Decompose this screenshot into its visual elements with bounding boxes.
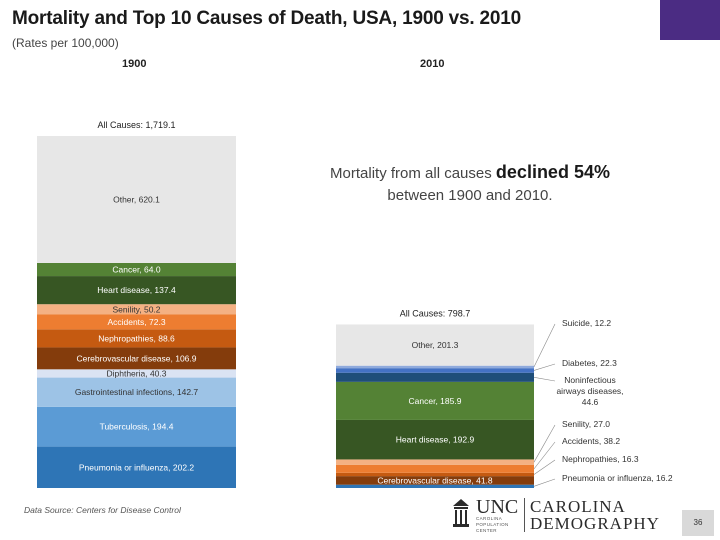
bar-segment-2010-pneumonia-or-influenza (336, 484, 534, 488)
bar-segment-1900-tuberculosis (37, 406, 236, 447)
segment-label-1900-nephropathies: Nephropathies, 88.6 (98, 333, 175, 343)
bar-segment-2010-cerebrovascular-disease (336, 476, 534, 485)
callout-label-diabetes: Diabetes, 22.3 (562, 358, 617, 368)
segment-label-1900-tuberculosis: Tuberculosis, 194.4 (100, 422, 174, 432)
segment-label-1900-accidents: Accidents, 72.3 (107, 317, 165, 327)
leader-line-nephropathies (533, 459, 556, 475)
segment-label-1900-cancer: Cancer, 64.0 (112, 265, 160, 275)
logo-sub-line: CENTER (476, 527, 497, 533)
bar-segment-2010-heart-disease (336, 419, 534, 460)
bar-segment-2010-nephropathies (336, 472, 534, 477)
segment-label-1900-heart-disease: Heart disease, 137.4 (97, 285, 176, 295)
segment-label-2010-cerebrovascular-disease: Cerebrovascular disease, 41.8 (377, 475, 493, 485)
year-label-2010: 2010 (420, 58, 445, 70)
logo-carolina: CAROLINA (530, 497, 626, 516)
segment-label-1900-pneumonia-or-influenza: Pneumonia or influenza, 202.2 (79, 462, 195, 472)
logo-demography: DEMOGRAPHY (530, 514, 660, 533)
bar-segment-1900-diphtheria (37, 369, 236, 378)
logo-sub-line: CAROLINA (476, 516, 503, 521)
callout-label-senility: Senility, 27.0 (562, 419, 610, 429)
page-title: Mortality and Top 10 Causes of Death, US… (12, 8, 522, 29)
bar-segment-1900-nephropathies (37, 329, 236, 348)
segment-label-1900-senility: Senility, 50.2 (112, 304, 160, 314)
bar-segment-2010-other (336, 324, 534, 366)
callout-line: Nephropathies, 16.3 (562, 454, 639, 464)
page-number: 36 (682, 510, 714, 536)
callout-line: airways diseases, (556, 386, 623, 396)
callout-line: Pneumonia or influenza, 16.2 (562, 473, 673, 483)
segment-label-2010-heart-disease: Heart disease, 192.9 (396, 435, 475, 445)
leader-line-suicide (533, 323, 556, 368)
bar-segment-2010-diabetes (336, 368, 534, 373)
callout-line2: between 1900 and 2010. (387, 187, 553, 205)
bar-segment-2010-cancer (336, 381, 534, 420)
bar-segment-2010-suicide (336, 365, 534, 369)
logo-divider (524, 498, 525, 532)
callout-prefix: Mortality from all causes (330, 165, 492, 182)
bar-segment-2010-noninfectious-airways-diseases (336, 372, 534, 382)
segment-label-1900-other: Other, 620.1 (113, 194, 160, 204)
callout-line: Senility, 27.0 (562, 419, 610, 429)
callout-line: Accidents, 38.2 (562, 436, 620, 446)
callout-line: Noninfectious (564, 375, 616, 385)
bar-segment-1900-cancer (37, 262, 236, 277)
leader-line-noninfectious-airways-diseases (533, 377, 556, 382)
logo-unc-subtext: CAROLINA POPULATION CENTER (476, 516, 509, 534)
leader-line-diabetes (533, 363, 556, 371)
bar-segment-1900-accidents (37, 314, 236, 330)
callout-highlight: declined 54% (495, 162, 610, 182)
callout-label-nephropathies: Nephropathies, 16.3 (562, 454, 639, 464)
leader-line-accidents (533, 441, 556, 470)
segment-label-1900-cerebrovascular-disease: Cerebrovascular disease, 106.9 (76, 353, 196, 363)
callout-label-suicide: Suicide, 12.2 (562, 318, 611, 328)
logo-unc: UNC (476, 496, 519, 518)
bar-segment-2010-senility (336, 459, 534, 465)
bar-segment-1900-heart-disease (37, 276, 236, 305)
decline-callout: Mortality from all causes declined 54% b… (300, 160, 640, 206)
bar-segment-1900-other (37, 136, 236, 263)
callout-label-pneumonia-or-influenza: Pneumonia or influenza, 16.2 (562, 473, 673, 483)
bar-segment-1900-cerebrovascular-disease (37, 347, 236, 370)
leader-line-pneumonia-or-influenza (533, 478, 556, 487)
callout-label-noninfectious-airways-diseases: Noninfectious airways diseases, 44.6 (556, 375, 623, 407)
segment-label-2010-other: Other, 201.3 (412, 340, 459, 350)
callout-label-accidents: Accidents, 38.2 (562, 436, 620, 446)
old-well-icon (453, 499, 469, 527)
segment-label-1900-gastrointestinal-infections: Gastrointestinal infections, 142.7 (75, 387, 199, 397)
segment-label-2010-cancer: Cancer, 185.9 (409, 396, 462, 406)
segment-label-1900-diphtheria: Diphtheria, 40.3 (106, 368, 166, 378)
total-label-2010: All Causes: 798.7 (400, 308, 471, 318)
unc-carolina-demography-logo: UNC CAROLINA POPULATION CENTER CAROLINA … (452, 496, 672, 536)
logo-sub-line: POPULATION (476, 521, 509, 527)
accent-block (660, 0, 720, 40)
bar-segment-1900-gastrointestinal-infections (37, 377, 236, 407)
year-label-1900: 1900 (122, 58, 147, 70)
callout-line: Suicide, 12.2 (562, 318, 611, 328)
data-source: Data Source: Centers for Disease Control (24, 505, 181, 515)
callout-line: 44.6 (582, 397, 599, 407)
leader-line-senility (533, 424, 556, 463)
page-subtitle: (Rates per 100,000) (12, 36, 119, 50)
bar-segment-1900-senility (37, 304, 236, 315)
bar-segment-1900-pneumonia-or-influenza (37, 446, 236, 488)
bar-segment-2010-accidents (336, 464, 534, 473)
callout-line: Diabetes, 22.3 (562, 358, 617, 368)
total-label-1900: All Causes: 1,719.1 (97, 120, 175, 130)
